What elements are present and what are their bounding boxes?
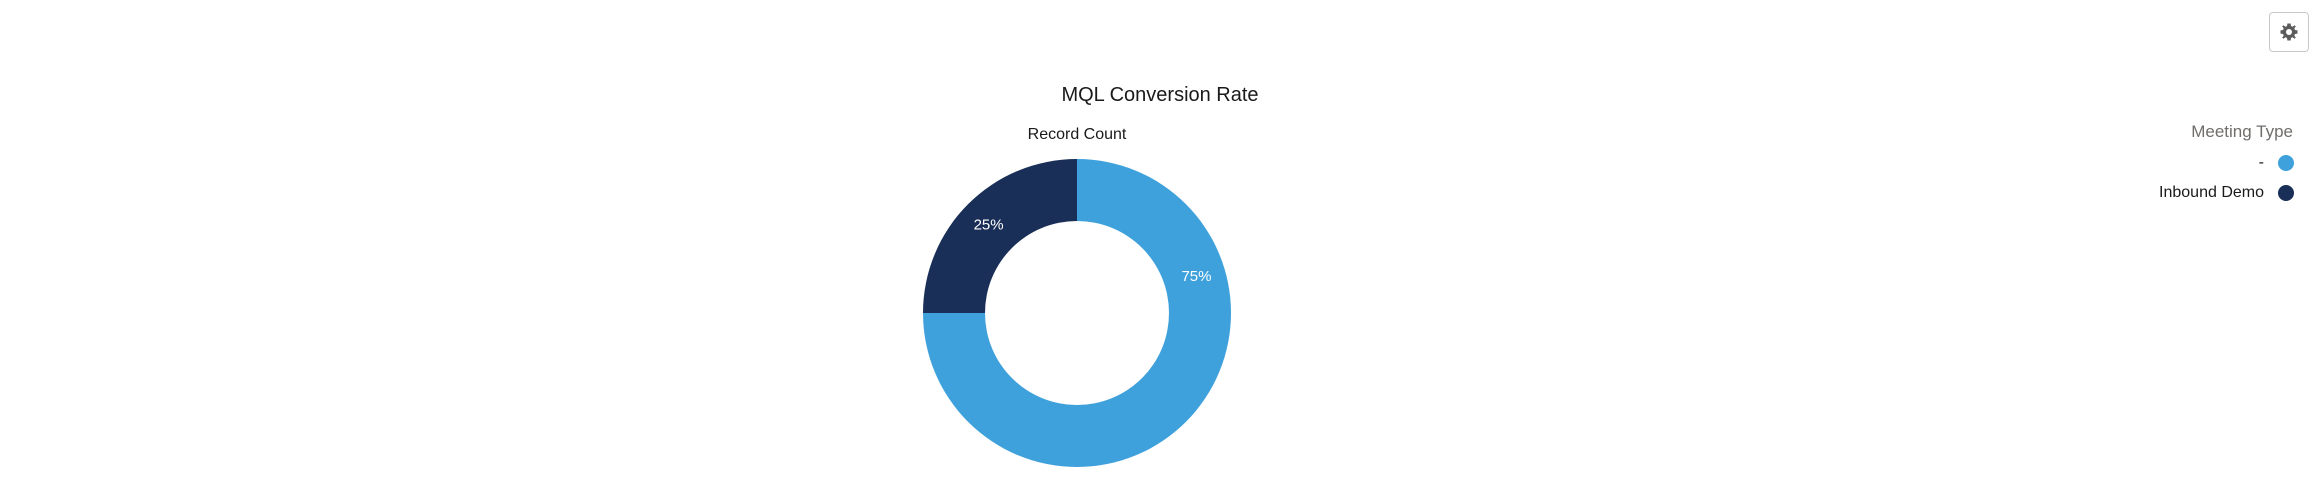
chart-title: MQL Conversion Rate [0,84,2324,107]
settings-button[interactable] [2269,12,2309,52]
measure-label: Record Count [1027,126,1127,143]
slice-label: 75% [1181,268,1211,285]
legend-swatch [2278,155,2294,171]
donut-slice[interactable] [923,159,1231,467]
legend-item-inbound-demo[interactable]: Inbound Demo [1994,184,2294,202]
donut-slice[interactable] [923,159,1077,313]
chart-title-text: MQL Conversion Rate [1061,84,1259,106]
legend-item-label: Inbound Demo [2159,184,2264,201]
legend-title: Meeting Type [2191,122,2293,141]
legend-item-label: - [2258,154,2264,171]
legend-swatch [2278,185,2294,201]
legend: Meeting Type - Inbound Demo [1994,122,2294,214]
legend-item-dash[interactable]: - [1994,154,2294,172]
gear-icon [2280,23,2298,41]
slice-label: 25% [974,217,1004,234]
